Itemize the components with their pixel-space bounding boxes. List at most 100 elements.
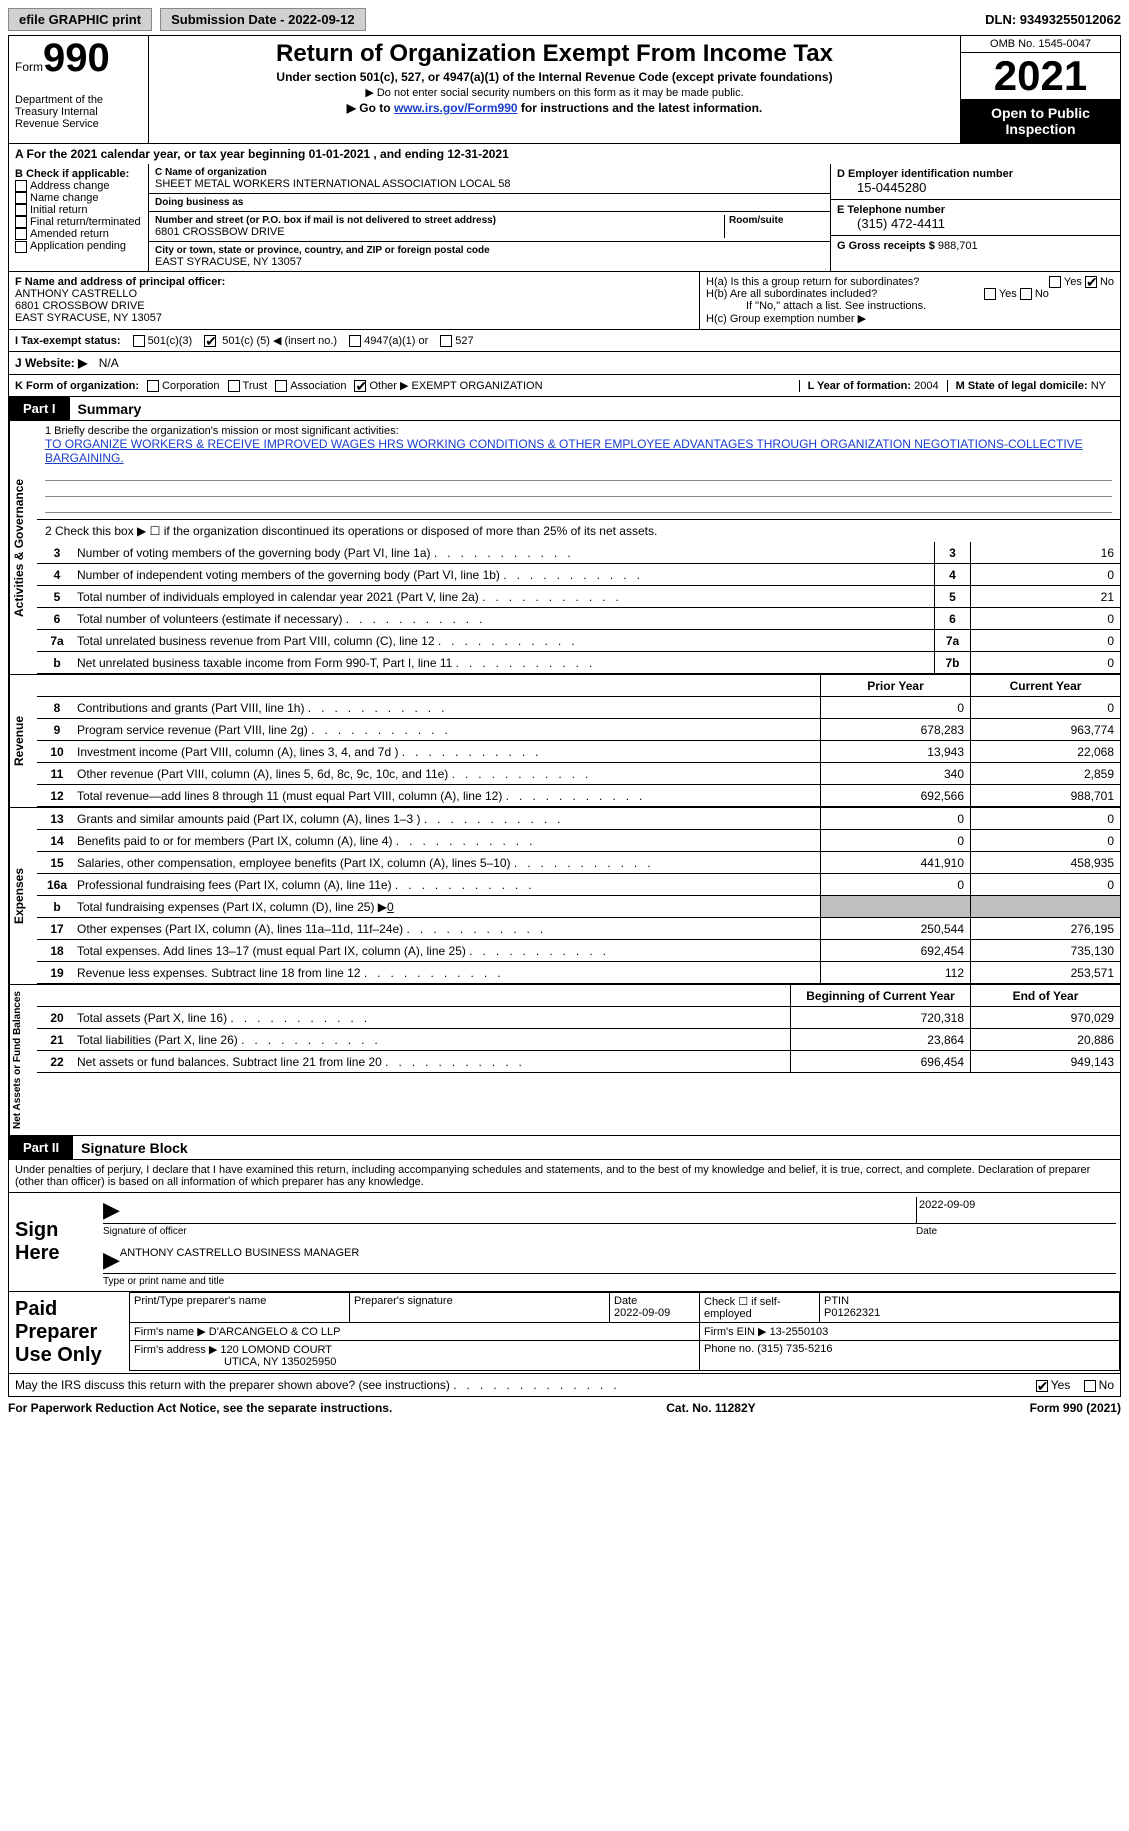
tel-value: (315) 472-4411 <box>837 216 1114 231</box>
chk-final[interactable] <box>15 216 27 228</box>
line-desc: Total number of individuals employed in … <box>77 590 934 604</box>
summary-line: 13 Grants and similar amounts paid (Part… <box>37 808 1120 830</box>
sign-here-row: Sign Here ▶ 2022-09-09 Signature of offi… <box>8 1193 1121 1292</box>
chk-pending[interactable] <box>15 241 27 253</box>
net-header: Beginning of Current Year End of Year <box>37 985 1120 1007</box>
chk-4947[interactable] <box>349 335 361 347</box>
summary-line: 15 Salaries, other compensation, employe… <box>37 852 1120 874</box>
ha-yes: Yes <box>1064 276 1082 288</box>
chk-name-change[interactable] <box>15 192 27 204</box>
chk-initial[interactable] <box>15 204 27 216</box>
dept-label: Department of the Treasury Internal Reve… <box>15 94 142 130</box>
hb-no: No <box>1035 288 1049 300</box>
line-current-year: 988,701 <box>970 785 1120 806</box>
city-value: EAST SYRACUSE, NY 13057 <box>155 256 824 268</box>
line-desc: Net assets or fund balances. Subtract li… <box>77 1055 790 1069</box>
opt-address-change: Address change <box>30 180 110 192</box>
line-value: 0 <box>970 608 1120 629</box>
efile-button[interactable]: efile GRAPHIC print <box>8 8 152 31</box>
f-h-row: F Name and address of principal officer:… <box>8 272 1121 330</box>
sig-date-label: Date <box>916 1226 1116 1237</box>
h-group: H(a) Is this a group return for subordin… <box>700 272 1120 329</box>
line16b-num: b <box>37 900 77 914</box>
line-prior-year: 250,544 <box>820 918 970 939</box>
line-num: 11 <box>37 767 77 781</box>
line-value: 0 <box>970 630 1120 651</box>
summary-line: 20 Total assets (Part X, line 16) 720,31… <box>37 1007 1120 1029</box>
pycy-header: Prior Year Current Year <box>37 675 1120 697</box>
m-label: M State of legal domicile: <box>956 380 1088 392</box>
blank-line <box>45 467 1112 481</box>
line16b-py-shaded <box>820 896 970 917</box>
summary-line: 5 Total number of individuals employed i… <box>37 586 1120 608</box>
chk-address-change[interactable] <box>15 180 27 192</box>
discuss-no-chk[interactable] <box>1084 1380 1096 1392</box>
part2-title: Signature Block <box>73 1140 188 1156</box>
chk-amended[interactable] <box>15 228 27 240</box>
submission-date: Submission Date - 2022-09-12 <box>160 8 366 31</box>
form-header: Form990 Department of the Treasury Inter… <box>8 35 1121 144</box>
footer-right: Form 990 (2021) <box>1030 1401 1121 1415</box>
ha-yes-chk[interactable] <box>1049 276 1061 288</box>
chk-corp[interactable] <box>147 380 159 392</box>
chk-501c3[interactable] <box>133 335 145 347</box>
org-info-grid: B Check if applicable: Address change Na… <box>8 164 1121 272</box>
line-prior-year: 0 <box>820 874 970 895</box>
line-num: 3 <box>37 546 77 560</box>
name-label: C Name of organization <box>155 167 824 178</box>
vtab-activities: Activities & Governance <box>9 421 37 674</box>
m-value: NY <box>1091 380 1106 392</box>
opt-assoc: Association <box>290 380 346 392</box>
room-label: Room/suite <box>729 215 824 226</box>
chk-trust[interactable] <box>228 380 240 392</box>
prep-ptin-hdr: PTIN <box>824 1295 849 1307</box>
chk-assoc[interactable] <box>275 380 287 392</box>
line-desc: Total liabilities (Part X, line 26) <box>77 1033 790 1047</box>
paid-preparer-label: Paid Preparer Use Only <box>9 1292 129 1373</box>
discuss-yes-chk[interactable] <box>1036 1380 1048 1392</box>
chk-other[interactable] <box>354 380 366 392</box>
summary-line: 8 Contributions and grants (Part VIII, l… <box>37 697 1120 719</box>
hdr-current-year: Current Year <box>970 675 1120 696</box>
part1-header: Part I Summary <box>8 397 1121 421</box>
line-desc: Benefits paid to or for members (Part IX… <box>77 834 820 848</box>
ha-no: No <box>1100 276 1114 288</box>
l-label: L Year of formation: <box>808 380 912 392</box>
hb-yes-chk[interactable] <box>984 288 996 300</box>
line-num: 4 <box>37 568 77 582</box>
line-num: 19 <box>37 966 77 980</box>
line-prior-year: 692,454 <box>820 940 970 961</box>
line-current-year: 0 <box>970 830 1120 851</box>
no-ssn-note: ▶ Do not enter social security numbers o… <box>153 86 956 99</box>
sig-date: 2022-09-09 <box>919 1199 975 1211</box>
prep-sig-hdr: Preparer's signature <box>350 1293 610 1323</box>
open-public-badge: Open to Public Inspection <box>961 99 1120 143</box>
irs-link[interactable]: www.irs.gov/Form990 <box>394 101 518 115</box>
prep-self-hdr: Check ☐ if self-employed <box>700 1293 820 1323</box>
chk-527[interactable] <box>440 335 452 347</box>
hb-no-chk[interactable] <box>1020 288 1032 300</box>
col-b-checkboxes: B Check if applicable: Address change Na… <box>9 164 149 271</box>
line16b-desc: Total fundraising expenses (Part IX, col… <box>77 900 387 914</box>
firm-phone: (315) 735-5216 <box>757 1343 832 1355</box>
line-desc: Total revenue—add lines 8 through 11 (mu… <box>77 789 820 803</box>
ha-no-chk[interactable] <box>1085 276 1097 288</box>
chk-501c[interactable] <box>204 335 216 347</box>
officer-addr1: 6801 CROSSBOW DRIVE <box>15 300 693 312</box>
line-num: 22 <box>37 1055 77 1069</box>
form-title: Return of Organization Exempt From Incom… <box>153 40 956 68</box>
hb-note: If "No," attach a list. See instructions… <box>706 300 1114 312</box>
line-box: 3 <box>934 542 970 563</box>
goto-pre: ▶ Go to <box>347 101 394 115</box>
footer-mid: Cat. No. 11282Y <box>666 1401 755 1415</box>
line-num: 6 <box>37 612 77 626</box>
line-box: 7a <box>934 630 970 651</box>
line-desc: Number of independent voting members of … <box>77 568 934 582</box>
officer-addr2: EAST SYRACUSE, NY 13057 <box>15 312 693 324</box>
line-prior-year: 692,566 <box>820 785 970 806</box>
ha-label: H(a) Is this a group return for subordin… <box>706 276 919 288</box>
f-officer: F Name and address of principal officer:… <box>9 272 700 329</box>
name-arrow-icon: ▶ <box>103 1247 120 1273</box>
dln: DLN: 93493255012062 <box>985 12 1121 27</box>
sig-officer-line[interactable] <box>120 1197 916 1223</box>
